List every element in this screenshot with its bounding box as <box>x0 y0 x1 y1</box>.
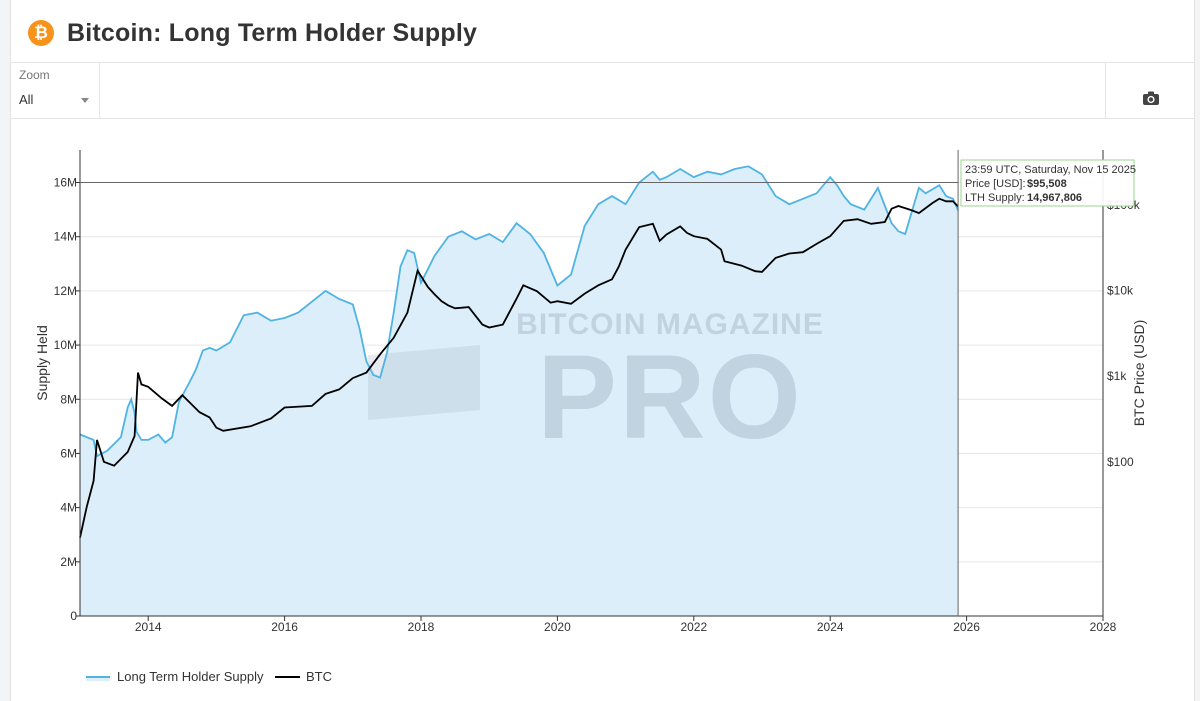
y-tick-label: 12M <box>54 284 77 298</box>
legend: Long Term Holder Supply BTC <box>86 669 332 684</box>
screenshot-button[interactable] <box>1105 62 1194 118</box>
hover-tooltip: 23:59 UTC, Saturday, Nov 15 2025 Price [… <box>960 159 1136 207</box>
y-tick-label: 0 <box>70 609 77 623</box>
legend-item-btc[interactable]: BTC <box>275 669 332 684</box>
page-title: Bitcoin: Long Term Holder Supply <box>67 19 478 47</box>
tooltip-price-value: $95,508 <box>1027 178 1067 190</box>
x-tick-label: 2026 <box>953 620 980 634</box>
y-tick-label: 16M <box>54 176 77 190</box>
y-tick-label: 4M <box>60 501 77 515</box>
x-tick-label: 2022 <box>680 620 707 634</box>
x-tick-label: 2020 <box>544 620 571 634</box>
y-tick-label: 8M <box>60 392 77 406</box>
legend-item-lth[interactable]: Long Term Holder Supply <box>86 669 264 684</box>
x-tick-label: 2024 <box>817 620 844 634</box>
x-tick-label: 2028 <box>1090 620 1117 634</box>
tooltip-supply-label: LTH Supply: <box>965 192 1025 204</box>
page-header: ₿ Bitcoin: Long Term Holder Supply <box>11 0 1194 63</box>
chevron-down-icon <box>81 98 89 103</box>
tooltip-supply-value: 14,967,806 <box>1027 192 1082 204</box>
x-tick-label: 2016 <box>271 620 298 634</box>
legend-label-lth: Long Term Holder Supply <box>117 669 264 684</box>
watermark-line1: BITCOIN MAGAZINE <box>516 308 824 341</box>
x-tick-label: 2014 <box>135 620 162 634</box>
legend-swatch-lth-fill <box>86 678 110 681</box>
y-tick-label: 6M <box>60 446 77 460</box>
lth-supply-line <box>79 165 959 458</box>
y-axis-title: Supply Held <box>34 325 50 401</box>
y2-axis-title: BTC Price (USD) <box>1131 320 1147 427</box>
tooltip-price-label: Price [USD]: <box>965 178 1026 190</box>
zoom-select[interactable]: Zoom All <box>11 62 100 118</box>
camera-icon <box>1143 91 1159 105</box>
zoom-label: Zoom <box>19 68 50 82</box>
y-tick-label: 2M <box>60 555 77 569</box>
tooltip-time: 23:59 UTC, Saturday, Nov 15 2025 <box>965 164 1136 176</box>
watermark-line2: PRO <box>537 330 803 464</box>
tooltip-box <box>960 159 1135 207</box>
watermark: BITCOIN MAGAZINE PRO <box>368 308 824 464</box>
btc-price-line <box>79 197 959 538</box>
y2-tick-label: $1k <box>1107 369 1127 383</box>
chart-toolbar: Zoom All <box>11 62 1194 119</box>
x-tick-label: 2018 <box>408 620 435 634</box>
y2-tick-label: $100 <box>1107 455 1134 469</box>
y-tick-label: 10M <box>54 338 77 352</box>
legend-label-btc: BTC <box>306 669 332 684</box>
zoom-value: All <box>19 92 34 107</box>
bitcoin-logo-icon: ₿ <box>28 20 54 46</box>
y2-tick-label: $10k <box>1107 283 1134 297</box>
y-tick-label: 14M <box>54 230 77 244</box>
lth-supply-area <box>80 166 959 617</box>
axes: 02M4M6M8M10M12M14M16M$100$1k$10k$100k201… <box>34 150 1147 634</box>
watermark-mark-icon <box>368 345 480 420</box>
